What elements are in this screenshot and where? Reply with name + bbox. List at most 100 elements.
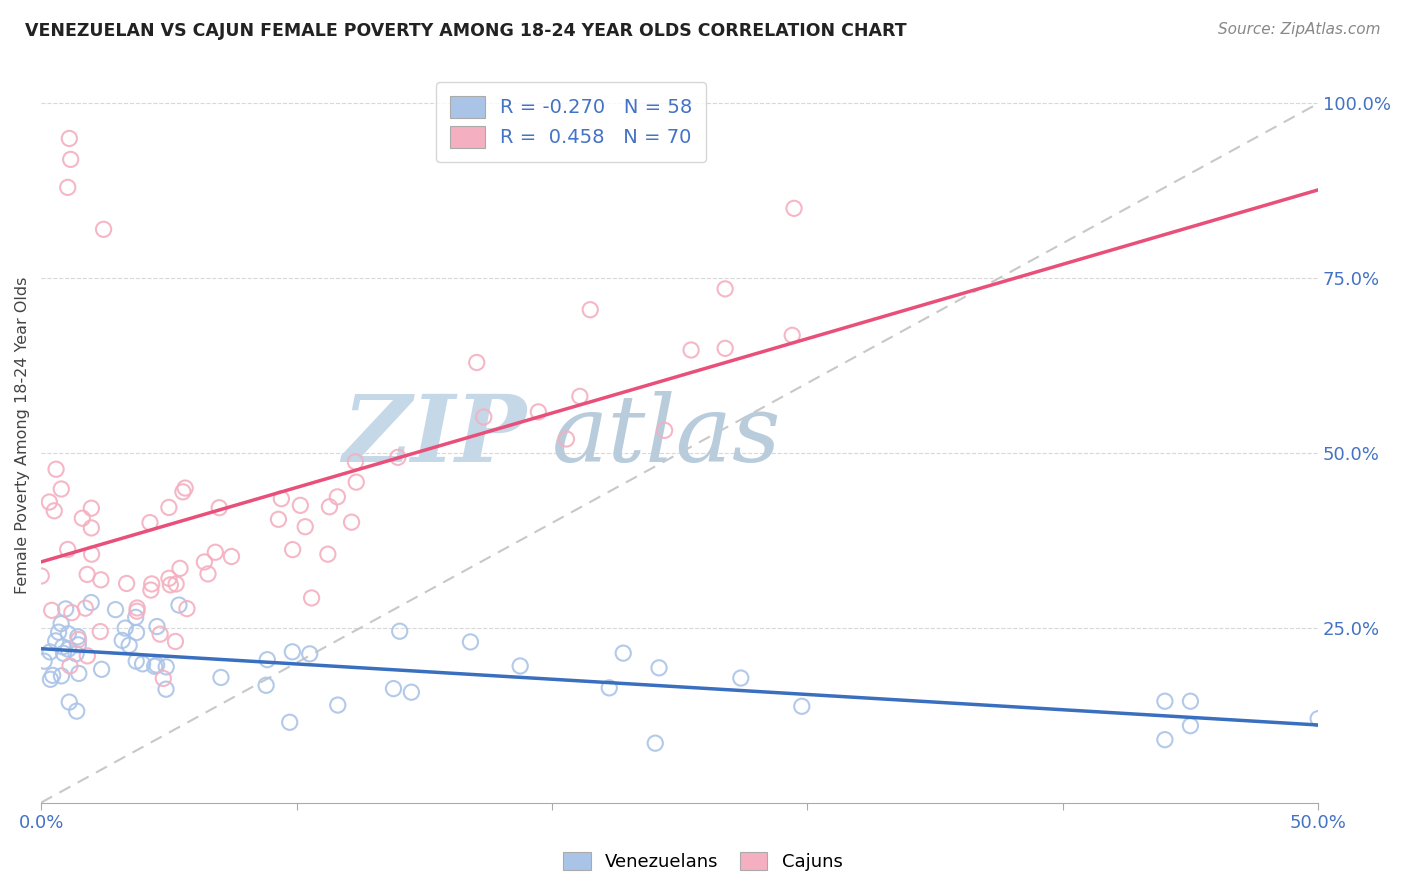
Point: [59, 659, 82, 673]
Point: [93, 222, 115, 236]
Point: [298, 647, 321, 661]
Point: [256, 653, 278, 667]
Point: [104, 602, 127, 616]
Point: [681, 343, 703, 357]
Point: [1154, 732, 1177, 747]
Point: [80, 547, 103, 561]
Point: [56, 542, 79, 557]
Point: [76, 648, 98, 663]
Point: [45, 462, 67, 476]
Point: [790, 699, 813, 714]
Point: [1180, 694, 1202, 708]
Point: [527, 405, 550, 419]
Point: [75, 601, 97, 615]
Point: [1308, 712, 1330, 726]
Point: [176, 601, 198, 615]
Point: [172, 484, 194, 499]
Point: [326, 490, 349, 504]
Point: [51, 482, 73, 496]
Point: [221, 549, 243, 564]
Point: [66, 630, 89, 644]
Point: [290, 499, 312, 513]
Point: [139, 583, 162, 598]
Point: [270, 491, 292, 506]
Point: [118, 638, 141, 652]
Point: [111, 633, 134, 648]
Legend: R = -0.270   N = 58, R =  0.458   N = 70: R = -0.270 N = 58, R = 0.458 N = 70: [436, 82, 706, 161]
Point: [146, 619, 169, 633]
Point: [318, 500, 340, 514]
Point: [58, 695, 80, 709]
Point: [55, 602, 77, 616]
Point: [152, 672, 174, 686]
Legend: Venezuelans, Cajuns: Venezuelans, Cajuns: [557, 845, 849, 879]
Point: [125, 654, 148, 668]
Text: atlas: atlas: [553, 391, 782, 481]
Point: [131, 657, 153, 671]
Point: [167, 598, 190, 612]
Point: [209, 670, 232, 684]
Point: [143, 659, 166, 673]
Point: [465, 355, 488, 369]
Point: [344, 455, 367, 469]
Point: [157, 500, 180, 515]
Point: [155, 660, 177, 674]
Point: [38, 495, 60, 509]
Point: [141, 577, 163, 591]
Point: [115, 576, 138, 591]
Point: [780, 328, 803, 343]
Point: [52, 646, 75, 660]
Point: [654, 423, 676, 437]
Point: [51, 669, 73, 683]
Point: [612, 646, 634, 660]
Point: [56, 180, 79, 194]
Point: [67, 632, 90, 647]
Point: [125, 625, 148, 640]
Point: [254, 678, 277, 692]
Point: [278, 715, 301, 730]
Point: [555, 432, 578, 446]
Point: [58, 627, 80, 641]
Point: [326, 698, 349, 712]
Point: [165, 577, 187, 591]
Point: [1154, 694, 1177, 708]
Point: [90, 573, 112, 587]
Text: ZIP: ZIP: [342, 391, 526, 481]
Point: [41, 668, 63, 682]
Point: [388, 624, 411, 639]
Y-axis label: Female Poverty Among 18-24 Year Olds: Female Poverty Among 18-24 Year Olds: [15, 277, 30, 594]
Point: [169, 561, 191, 575]
Point: [125, 604, 148, 618]
Point: [80, 596, 103, 610]
Point: [80, 501, 103, 516]
Point: [193, 555, 215, 569]
Point: [52, 640, 75, 654]
Point: [281, 542, 304, 557]
Point: [76, 567, 98, 582]
Point: [568, 389, 591, 403]
Point: [60, 606, 83, 620]
Point: [58, 131, 80, 145]
Point: [197, 566, 219, 581]
Point: [174, 481, 197, 495]
Point: [783, 202, 806, 216]
Point: [48, 625, 70, 640]
Point: [139, 516, 162, 530]
Point: [58, 642, 80, 657]
Text: VENEZUELAN VS CAJUN FEMALE POVERTY AMONG 18-24 YEAR OLDS CORRELATION CHART: VENEZUELAN VS CAJUN FEMALE POVERTY AMONG…: [25, 22, 907, 40]
Point: [41, 603, 63, 617]
Point: [579, 302, 602, 317]
Point: [30, 569, 52, 583]
Point: [65, 647, 87, 661]
Point: [45, 633, 67, 648]
Point: [208, 500, 231, 515]
Point: [114, 621, 136, 635]
Point: [59, 153, 82, 167]
Point: [89, 624, 111, 639]
Point: [149, 627, 172, 641]
Point: [644, 736, 666, 750]
Point: [598, 681, 620, 695]
Point: [267, 512, 290, 526]
Point: [39, 673, 62, 687]
Point: [159, 578, 181, 592]
